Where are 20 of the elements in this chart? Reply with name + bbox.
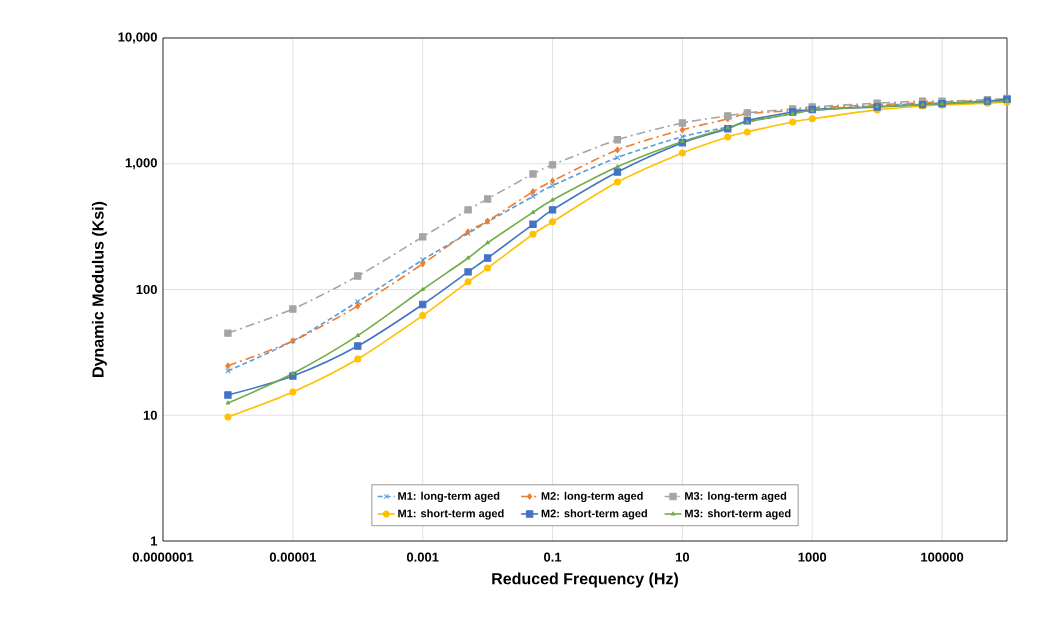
legend-label: M1: long-term aged [398,491,500,503]
x-axis-title: Reduced Frequency (Hz) [492,572,678,588]
legend-label: M3: short-term aged [685,509,791,520]
legend-label: M2: long-term aged [541,491,643,503]
y-axis-title: Dynamic Modulus (Ksi) [91,201,107,377]
legend-label: M3: long-term aged [685,491,787,503]
x-tick-label: 0.1 [544,552,562,562]
x-tick-label: 100000 [921,552,964,562]
y-tick-label: 100 [136,284,157,295]
y-tick-label: 1,000 [125,158,157,170]
y-tick-label: 10,000 [118,32,157,44]
x-tick-label: 10 [675,552,690,562]
x-tick-label: 1000 [798,552,827,562]
y-tick-label: 1 [151,536,158,546]
y-tick-label: 10 [143,410,157,420]
x-tick-label: 0.00001 [269,552,316,562]
legend-label: M2: short-term aged [541,509,647,520]
x-tick-label: 0.0000001 [132,552,194,562]
x-tick-label: 0.001 [406,552,439,562]
legend-label: M1: short-term aged [398,509,504,520]
